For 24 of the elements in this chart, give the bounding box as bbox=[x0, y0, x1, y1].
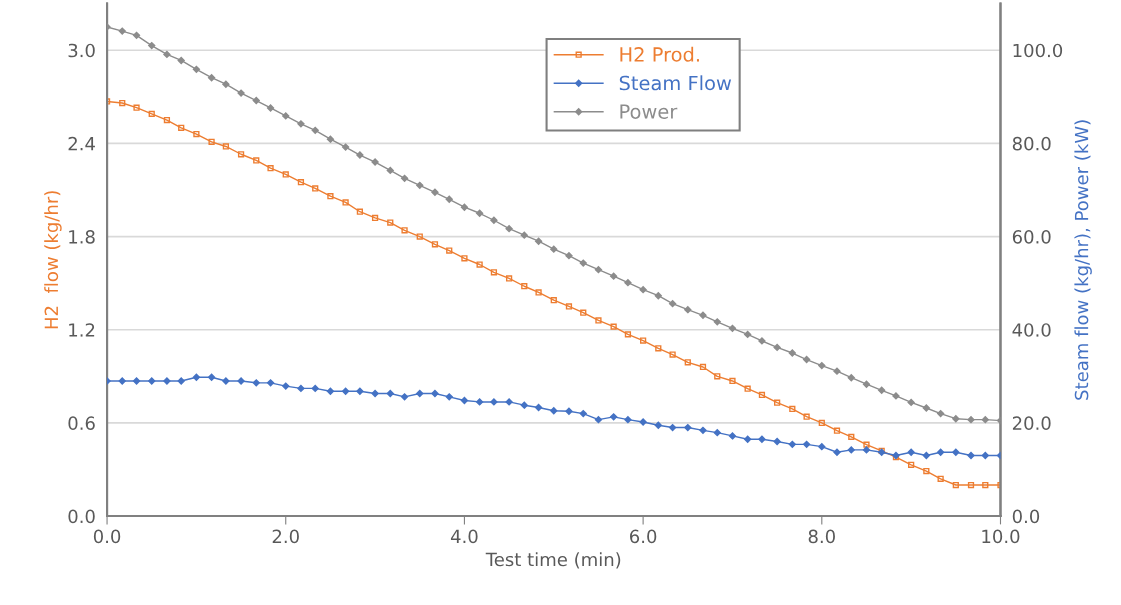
y2-tick-label: 0.0 bbox=[1012, 509, 1040, 524]
y-tick-label: 0.0 bbox=[68, 509, 95, 524]
x-tick-label: 8.0 bbox=[808, 529, 835, 544]
y2-tick-label: 40.0 bbox=[1012, 323, 1051, 337]
x-tick-label: 2.0 bbox=[272, 529, 299, 544]
x-tick-label: 6.0 bbox=[630, 529, 657, 544]
y-tick-label: 1.2 bbox=[69, 323, 95, 337]
x-tick-label: 0.0 bbox=[93, 529, 121, 544]
y2-tick-label: 100.0 bbox=[1013, 43, 1063, 58]
y2-tick-label: 60.0 bbox=[1012, 230, 1051, 244]
x-axis-title: Test time (min) bbox=[485, 552, 621, 569]
y2-axis-title: Steam flow (kg/hr), Power (kW) bbox=[1074, 120, 1092, 400]
legend-label: Power bbox=[620, 104, 678, 119]
y2-tick-label: 20.0 bbox=[1012, 416, 1051, 431]
legend-label: Steam Flow bbox=[619, 75, 732, 91]
y-tick-label: 0.6 bbox=[68, 416, 95, 431]
y-tick-label: 2.4 bbox=[68, 136, 95, 151]
y-tick-label: 1.8 bbox=[69, 230, 95, 244]
y-tick-label: 3.0 bbox=[68, 43, 95, 58]
y-axis-title: H2 flow (kg/hr) bbox=[44, 191, 62, 329]
x-tick-label: 4.0 bbox=[450, 529, 478, 544]
x-tick-label: 10.0 bbox=[982, 529, 1020, 544]
legend-label: H2 Prod. bbox=[620, 46, 699, 62]
y2-tick-label: 80.0 bbox=[1012, 136, 1051, 151]
